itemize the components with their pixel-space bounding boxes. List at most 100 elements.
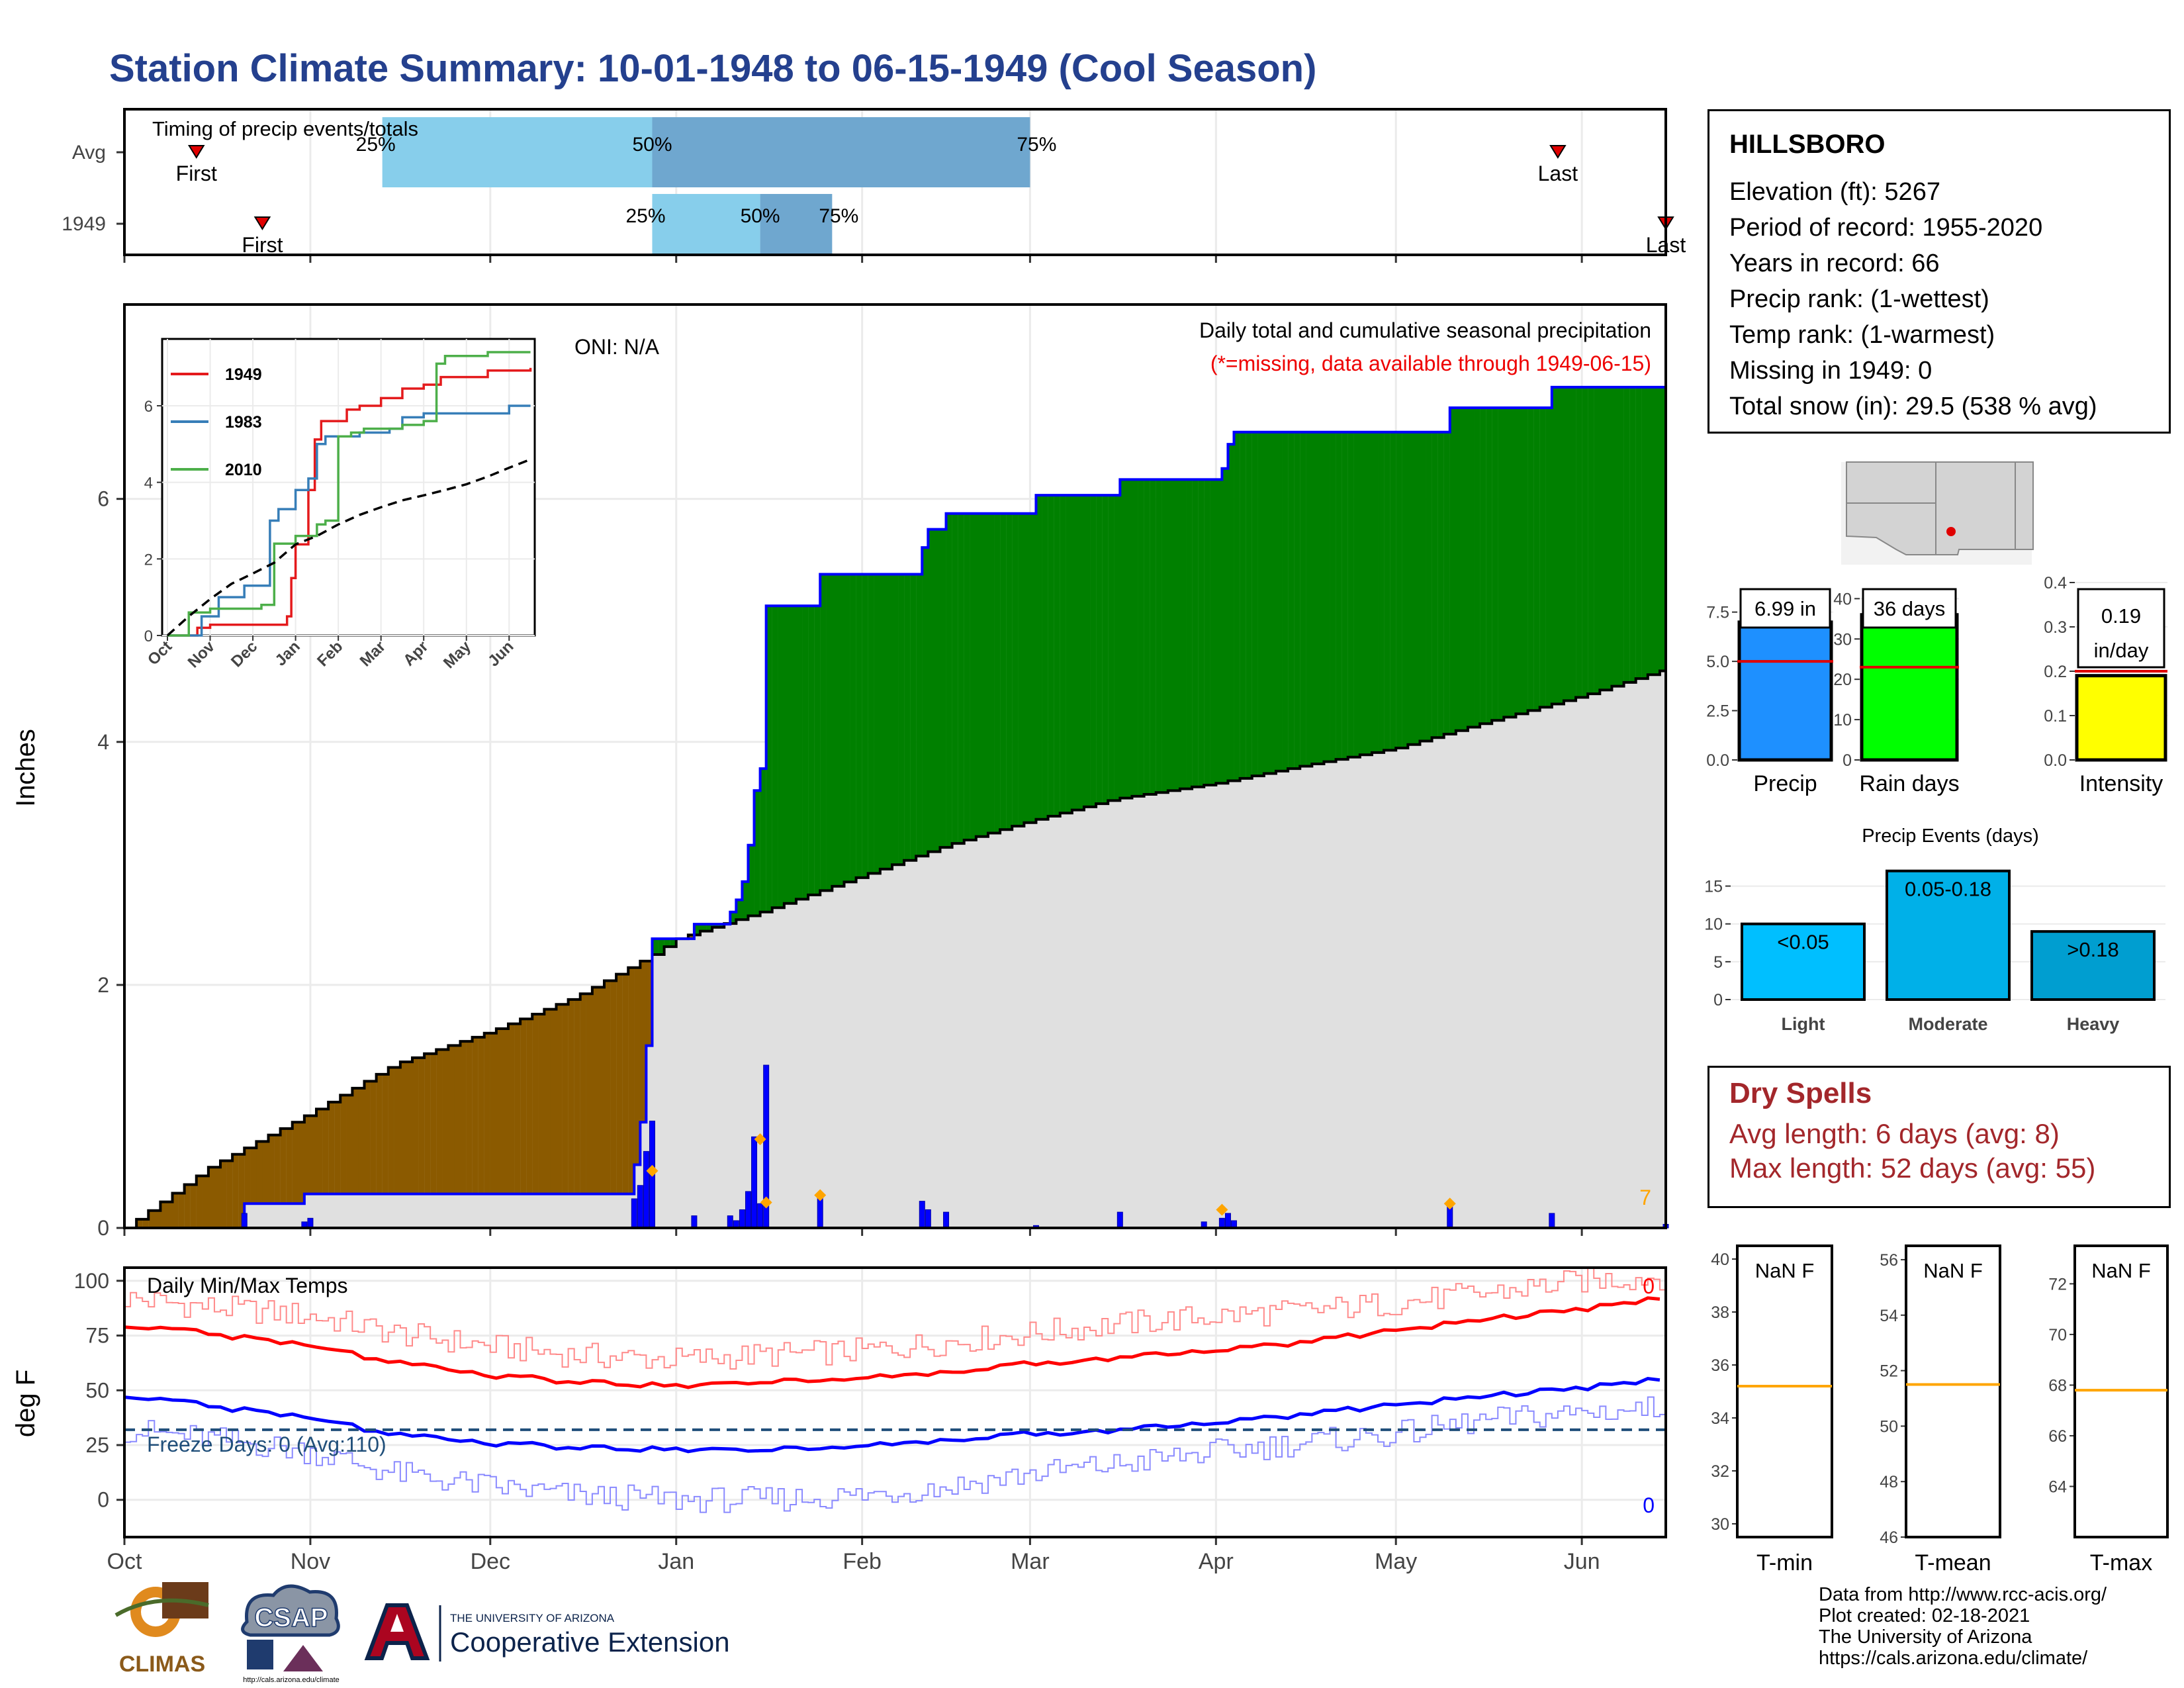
- below-avg-fill: [280, 1128, 287, 1204]
- y-tick-label: 32: [1711, 1462, 1729, 1481]
- below-avg-fill: [616, 974, 623, 1194]
- dry-spells-box: Dry Spells Avg length: 6 days (avg: 8) M…: [1707, 1066, 2171, 1208]
- above-avg-fill: [784, 606, 791, 904]
- above-avg-fill: [670, 939, 676, 947]
- daily-precip-bar: [739, 1209, 745, 1229]
- below-avg-fill: [484, 1033, 490, 1194]
- y-axis-label: Inches: [11, 729, 40, 807]
- y-tick-label: 4: [97, 730, 109, 754]
- above-avg-fill: [1000, 513, 1007, 830]
- y-tick-label: 48: [1880, 1473, 1898, 1491]
- ua-logo: THE UNIVERSITY OF ARIZONA Cooperative Ex…: [361, 1602, 745, 1668]
- below-avg-fill: [622, 974, 629, 1194]
- summary-value-label: 36 days: [1874, 597, 1946, 620]
- above-avg-fill: [1018, 513, 1024, 826]
- timing-bar-25-50: [382, 117, 653, 187]
- daily-precip-bar: [1549, 1213, 1555, 1229]
- freeze-label: Freeze Days: 0 (Avg:110): [147, 1432, 387, 1456]
- y-tick-label: 50: [85, 1378, 109, 1402]
- below-avg-fill: [190, 1184, 197, 1228]
- ua-logo-main: Cooperative Extension: [450, 1626, 730, 1658]
- below-avg-fill: [538, 1013, 545, 1194]
- event-bar-label: <0.05: [1777, 931, 1829, 954]
- stat-total-snow: Total snow (in): 29.5 (538 % avg): [1729, 393, 2097, 420]
- tmin-count: 0: [1643, 1493, 1655, 1517]
- above-avg-fill: [1042, 495, 1048, 820]
- above-avg-fill: [1426, 432, 1432, 741]
- event-category-label: Moderate: [1908, 1014, 1987, 1034]
- above-avg-fill: [658, 939, 664, 955]
- below-avg-fill: [640, 961, 647, 1123]
- y-tick-label: 56: [1880, 1251, 1898, 1270]
- below-avg-fill: [148, 1210, 155, 1228]
- above-avg-fill: [958, 513, 964, 844]
- temp-value-label: NaN F: [1923, 1259, 1983, 1282]
- y-tick-label: 0: [1713, 991, 1723, 1009]
- precip-events-chart: Precip Events (days) 0 5 10 15 <0.05 Light 0.05…: [1704, 825, 2165, 1034]
- below-avg-fill: [322, 1109, 329, 1194]
- below-avg-fill: [610, 980, 617, 1194]
- timing-bar-50-75: [760, 194, 833, 254]
- above-avg-fill: [1144, 479, 1150, 795]
- credit-plot-created: Plot created: 02-18-2021: [1819, 1605, 2030, 1626]
- above-avg-fill: [1570, 387, 1576, 701]
- below-avg-fill: [472, 1037, 478, 1194]
- daily-precip-bar: [925, 1209, 931, 1229]
- below-avg-fill: [238, 1154, 245, 1228]
- above-avg-fill: [1461, 408, 1469, 731]
- above-avg-fill: [694, 924, 701, 935]
- above-avg-fill: [1371, 432, 1379, 753]
- above-avg-fill: [718, 924, 725, 927]
- above-avg-fill: [1030, 513, 1036, 823]
- temperature-panel: 0 25 50 75 100 Daily Min/Max Temps Freeze Days…: [11, 1266, 1667, 1574]
- below-avg-fill: [292, 1122, 298, 1204]
- below-avg-fill: [256, 1141, 263, 1204]
- above-avg-fill: [1612, 387, 1618, 686]
- summary-bar: [1737, 620, 1833, 762]
- y-tick-label: 0.0: [2044, 751, 2067, 770]
- above-avg-fill: [1083, 495, 1091, 807]
- above-avg-fill: [1048, 495, 1054, 817]
- ua-logo-icon: THE UNIVERSITY OF ARIZONA Cooperative Ex…: [364, 1603, 730, 1662]
- first-marker: [253, 216, 271, 230]
- above-avg-fill: [1054, 495, 1060, 817]
- below-avg-fill: [346, 1095, 353, 1194]
- temp-panel-t-max: 64 66 68 70 72 NaN F T-max: [2048, 1244, 2169, 1575]
- above-avg-fill: [1347, 432, 1354, 757]
- above-avg-fill: [1498, 408, 1504, 721]
- daily-precip-bar: [757, 1203, 764, 1229]
- snow-marker: [646, 1164, 659, 1177]
- credits: Data from http://www.rcc-acis.org/ Plot …: [1819, 1584, 2107, 1669]
- below-avg-fill: [208, 1167, 215, 1228]
- above-avg-fill: [862, 574, 868, 878]
- below-avg-fill: [496, 1028, 503, 1194]
- csap-logo-text: CSAP: [254, 1603, 328, 1632]
- above-avg-fill: [1288, 432, 1295, 769]
- credit-data-source: Data from http://www.rcc-acis.org/: [1819, 1584, 2107, 1605]
- y-tick-label: 64: [2048, 1477, 2067, 1496]
- daily-precip-bar: [727, 1215, 733, 1229]
- below-avg-fill: [136, 1219, 143, 1228]
- event-bar-heavy: [2030, 930, 2156, 1001]
- summary-axis-label: Intensity: [2079, 771, 2163, 796]
- above-avg-fill: [766, 606, 772, 912]
- x-tick-label: May: [1375, 1549, 1417, 1574]
- y-tick-label: 0: [97, 1216, 109, 1240]
- above-avg-fill: [891, 574, 899, 865]
- below-avg-fill: [628, 967, 635, 1194]
- daily-precip-bar: [241, 1213, 248, 1229]
- below-avg-fill: [586, 994, 593, 1194]
- below-avg-fill: [376, 1074, 383, 1194]
- cumulative-annotation-missing: (*=missing, data available through 1949-…: [1210, 352, 1651, 375]
- above-avg-fill: [1527, 408, 1534, 711]
- below-avg-fill: [214, 1167, 221, 1228]
- above-avg-fill: [1539, 408, 1546, 708]
- above-avg-fill: [1551, 387, 1559, 704]
- cumulative-panel: 0 2 4 6 Daily total and cumulative seasonal …: [11, 303, 1669, 1240]
- timing-label-25: 25%: [625, 205, 665, 227]
- below-avg-fill: [178, 1193, 185, 1228]
- above-avg-fill: [1066, 495, 1073, 814]
- temp-value-label: NaN F: [1755, 1259, 1815, 1282]
- above-avg-fill: [922, 547, 929, 857]
- above-avg-fill: [940, 529, 946, 848]
